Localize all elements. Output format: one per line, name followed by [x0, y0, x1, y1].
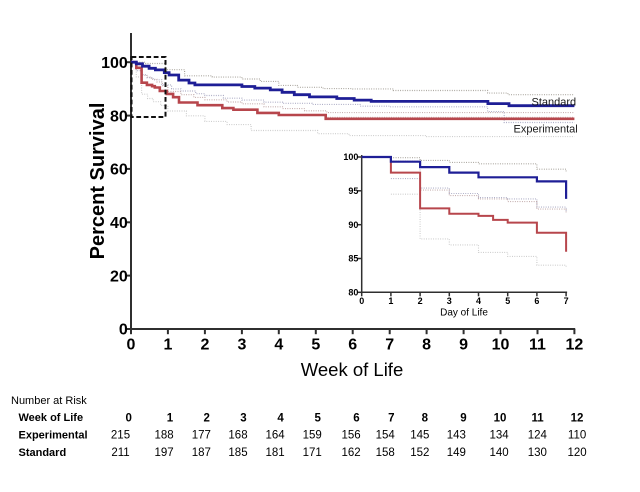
- svg-text:10: 10: [494, 412, 507, 424]
- svg-text:159: 159: [303, 430, 322, 442]
- svg-text:149: 149: [447, 447, 466, 459]
- svg-text:140: 140: [490, 447, 509, 459]
- svg-text:154: 154: [376, 430, 396, 442]
- svg-text:7: 7: [564, 296, 569, 306]
- svg-text:1: 1: [388, 296, 393, 306]
- svg-text:124: 124: [528, 430, 548, 442]
- svg-text:0: 0: [359, 296, 364, 306]
- svg-text:145: 145: [410, 430, 429, 442]
- svg-text:143: 143: [447, 430, 466, 442]
- svg-text:181: 181: [266, 447, 285, 459]
- svg-text:5: 5: [505, 296, 510, 306]
- svg-text:9: 9: [459, 337, 468, 354]
- svg-text:197: 197: [155, 447, 174, 459]
- svg-text:Experimental: Experimental: [19, 430, 88, 442]
- svg-text:6: 6: [348, 337, 357, 354]
- svg-text:158: 158: [376, 447, 395, 459]
- svg-text:3: 3: [237, 337, 246, 354]
- svg-text:Number at Risk: Number at Risk: [11, 395, 87, 407]
- svg-text:120: 120: [568, 447, 587, 459]
- svg-text:60: 60: [110, 162, 128, 179]
- svg-text:110: 110: [568, 430, 586, 442]
- svg-text:185: 185: [228, 447, 247, 459]
- svg-text:168: 168: [228, 430, 247, 442]
- svg-text:3: 3: [240, 412, 246, 424]
- svg-text:162: 162: [342, 447, 361, 459]
- svg-text:2: 2: [200, 337, 209, 354]
- svg-text:100: 100: [343, 152, 358, 162]
- svg-text:211: 211: [111, 447, 129, 459]
- svg-text:Standard: Standard: [19, 447, 67, 459]
- svg-text:171: 171: [303, 447, 322, 459]
- svg-text:152: 152: [410, 447, 429, 459]
- svg-text:177: 177: [192, 430, 211, 442]
- svg-text:10: 10: [492, 337, 510, 354]
- svg-text:0: 0: [119, 322, 128, 339]
- svg-text:Week of Life: Week of Life: [19, 412, 84, 424]
- svg-text:6: 6: [534, 296, 539, 306]
- svg-text:100: 100: [101, 55, 128, 72]
- svg-text:1: 1: [167, 412, 174, 424]
- svg-text:85: 85: [348, 254, 358, 264]
- svg-text:3: 3: [447, 296, 452, 306]
- svg-text:12: 12: [571, 412, 584, 424]
- svg-text:4: 4: [476, 296, 481, 306]
- svg-text:11: 11: [529, 337, 546, 354]
- svg-text:2: 2: [203, 412, 209, 424]
- svg-text:156: 156: [342, 430, 361, 442]
- svg-text:95: 95: [348, 186, 358, 196]
- svg-text:40: 40: [110, 215, 128, 232]
- svg-text:1: 1: [163, 337, 172, 354]
- svg-text:5: 5: [311, 337, 320, 354]
- svg-text:7: 7: [385, 337, 394, 354]
- svg-text:187: 187: [192, 447, 211, 459]
- svg-text:80: 80: [348, 288, 358, 298]
- svg-text:215: 215: [111, 430, 130, 442]
- svg-text:Day of Life: Day of Life: [440, 308, 488, 319]
- svg-text:4: 4: [277, 412, 284, 424]
- svg-text:90: 90: [348, 220, 358, 230]
- svg-text:Standard: Standard: [532, 96, 577, 108]
- svg-text:Experimental: Experimental: [514, 123, 578, 135]
- svg-text:6: 6: [353, 412, 359, 424]
- svg-text:134: 134: [490, 430, 510, 442]
- svg-text:164: 164: [266, 430, 286, 442]
- svg-text:4: 4: [274, 337, 283, 354]
- svg-text:11: 11: [532, 412, 545, 424]
- svg-text:20: 20: [110, 268, 128, 285]
- svg-text:2: 2: [418, 296, 423, 306]
- svg-text:0: 0: [125, 412, 131, 424]
- svg-text:0: 0: [127, 337, 136, 354]
- svg-text:7: 7: [388, 412, 394, 424]
- svg-text:Percent Survival: Percent Survival: [87, 103, 109, 260]
- svg-text:9: 9: [460, 412, 466, 424]
- svg-text:188: 188: [155, 430, 174, 442]
- svg-text:80: 80: [110, 108, 128, 125]
- svg-text:Week of Life: Week of Life: [301, 359, 404, 380]
- svg-text:8: 8: [422, 337, 431, 354]
- svg-text:8: 8: [422, 412, 429, 424]
- svg-text:5: 5: [314, 412, 321, 424]
- svg-text:12: 12: [566, 337, 584, 354]
- svg-text:130: 130: [528, 447, 547, 459]
